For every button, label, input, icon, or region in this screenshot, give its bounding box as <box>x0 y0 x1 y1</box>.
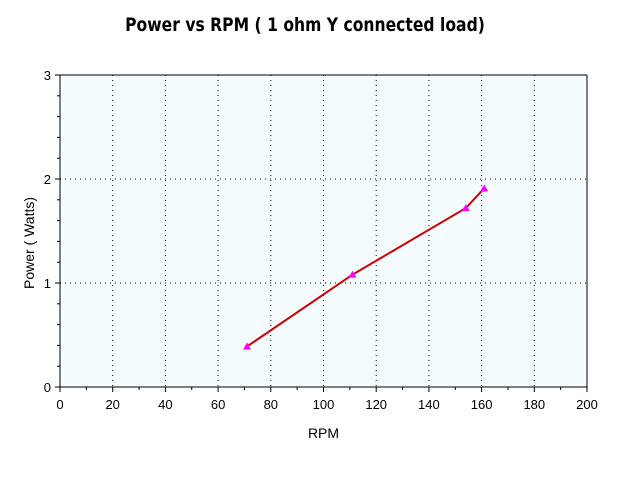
x-axis-label: RPM <box>308 425 339 441</box>
x-tick-label: 80 <box>264 397 278 412</box>
data-point-marker <box>480 184 489 192</box>
x-tick-label: 20 <box>105 397 119 412</box>
x-tick-label: 0 <box>56 397 63 412</box>
x-tick-label: 100 <box>313 397 335 412</box>
x-tick-label: 160 <box>471 397 493 412</box>
y-tick-label: 3 <box>44 68 51 83</box>
y-tick-label: 1 <box>44 276 51 291</box>
x-tick-label: 140 <box>418 397 440 412</box>
y-tick-label: 2 <box>44 172 51 187</box>
x-tick-label: 200 <box>576 397 598 412</box>
x-tick-label: 60 <box>211 397 225 412</box>
x-tick-label: 40 <box>158 397 172 412</box>
y-tick-label: 0 <box>44 380 51 395</box>
data-point-marker <box>243 342 252 350</box>
chart-title: Power vs RPM ( 1 ohm Y connected load) <box>125 14 485 36</box>
grid-lines <box>60 75 587 387</box>
y-axis-label: Power ( Watts) <box>21 197 37 289</box>
axes <box>59 74 588 388</box>
data-series <box>243 184 489 350</box>
series-line <box>246 187 485 348</box>
x-tick-label: 180 <box>523 397 545 412</box>
data-point-marker <box>348 270 357 278</box>
data-point-marker <box>461 204 470 212</box>
x-tick-label: 120 <box>365 397 387 412</box>
axis-ticks: 0 20 40 60 80 100 120 140 160 180 200 0 1 2 3 <box>44 68 598 412</box>
